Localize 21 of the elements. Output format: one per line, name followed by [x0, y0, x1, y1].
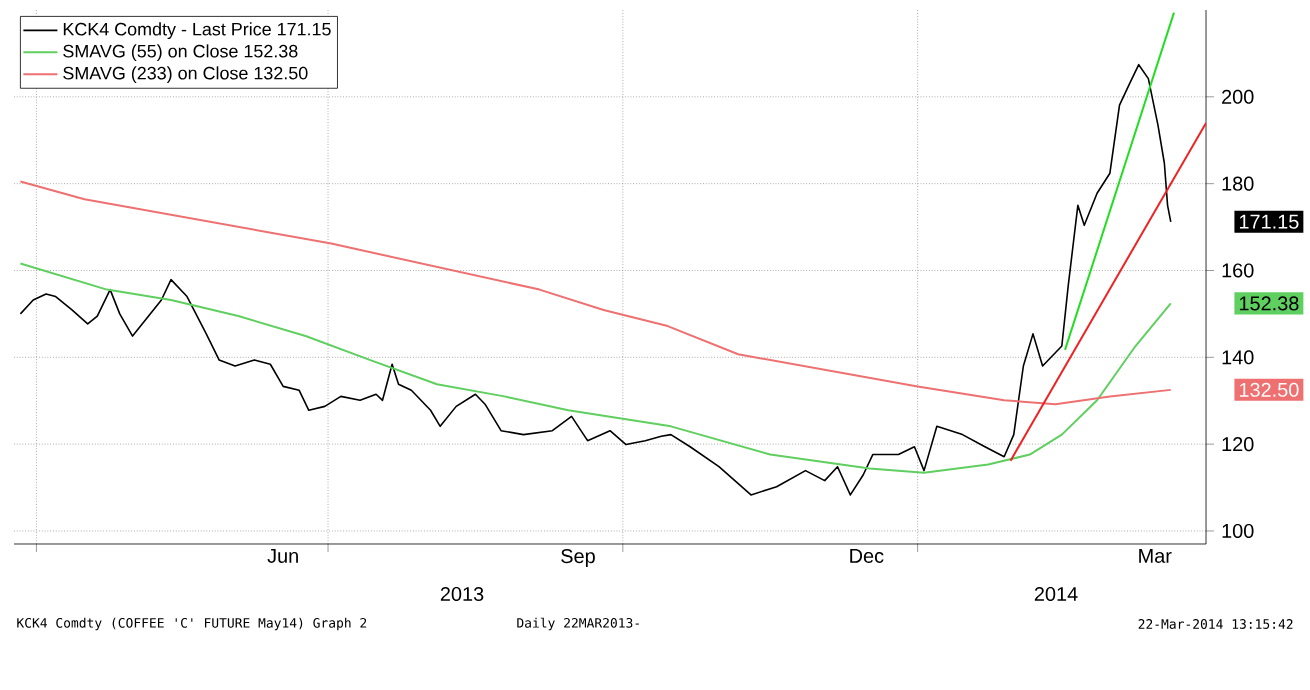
- line-series: [19, 63, 1172, 496]
- line-series: [19, 262, 1172, 474]
- y-tick-label: 200: [1222, 89, 1254, 104]
- x-tick-label: Mar: [1139, 549, 1172, 563]
- text: 2013: [440, 586, 484, 602]
- text: 132.50: [1239, 382, 1299, 397]
- y-tick-label: 100: [1222, 523, 1254, 539]
- legend-label: SMAVG (55) on Close 152.38: [63, 44, 298, 62]
- text: 152.38: [1239, 296, 1299, 311]
- y-tick-label: 140: [1222, 350, 1254, 365]
- y-tick-label: 180: [1222, 176, 1254, 191]
- legend-label: SMAVG (233) on Close 132.50: [63, 66, 308, 83]
- x-tick-label: Jun: [267, 549, 298, 563]
- legend-label: KCK4 Comdty - Last Price 171.15: [63, 22, 331, 40]
- x-tick-label: Dec: [850, 549, 884, 563]
- y-tick-label: 160: [1222, 263, 1254, 278]
- text: 2014: [1034, 586, 1078, 602]
- text: 171.15: [1239, 214, 1299, 229]
- y-tick-label: 120: [1222, 437, 1254, 452]
- line-series: [19, 180, 1172, 406]
- x-tick-label: Sep: [561, 549, 595, 568]
